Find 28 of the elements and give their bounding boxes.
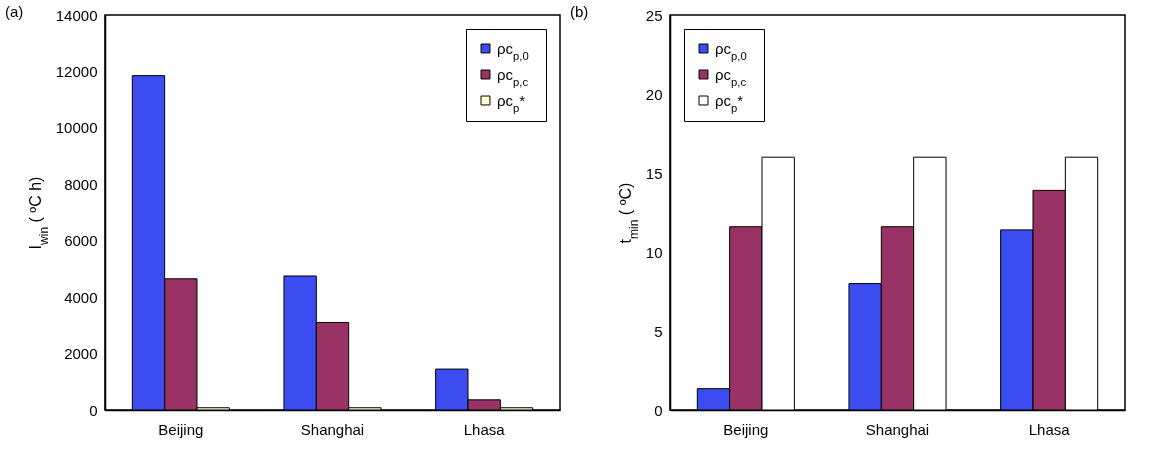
legend-label: ρc$_{p,0}$ (715, 39, 747, 62)
y-tick-label: 5 (654, 322, 663, 340)
y-tick-label: 12000 (55, 62, 98, 80)
x-tick-label: Beijing (158, 420, 204, 438)
y-tick-label: 2000 (64, 345, 98, 363)
y-tick-label: 10000 (55, 119, 98, 137)
y-tick-label: 25 (645, 6, 663, 24)
legend-label: ρc$_{p}$* (497, 91, 526, 114)
legend-label: ρc$_{p}$* (715, 91, 744, 114)
y-tick-label: 8000 (64, 175, 98, 193)
x-tick-label: Shanghai (865, 420, 930, 438)
x-tick-label: Beijing (723, 420, 769, 438)
y-tick-label: 20 (645, 85, 663, 103)
x-tick-label: Lhasa (1028, 420, 1071, 438)
legend-label: ρc$_{p,0}$ (497, 39, 529, 62)
y-tick-label: 0 (89, 401, 98, 419)
y-tick-label: 14000 (55, 6, 98, 24)
y-tick-label: 0 (654, 401, 663, 419)
y-tick-label: 6000 (64, 232, 98, 250)
y-tick-label: 4000 (64, 288, 98, 306)
chart-title: (a) (5, 3, 24, 20)
y-tick-label: 10 (645, 243, 663, 261)
legend-label: ρc$_{p,c}$ (715, 65, 747, 88)
legend-label: ρc$_{p,c}$ (497, 65, 529, 88)
x-tick-label: Shanghai (300, 420, 365, 438)
x-tick-label: Lhasa (463, 420, 506, 438)
y-tick-label: 15 (645, 164, 663, 182)
chart-title: (b) (570, 3, 589, 20)
